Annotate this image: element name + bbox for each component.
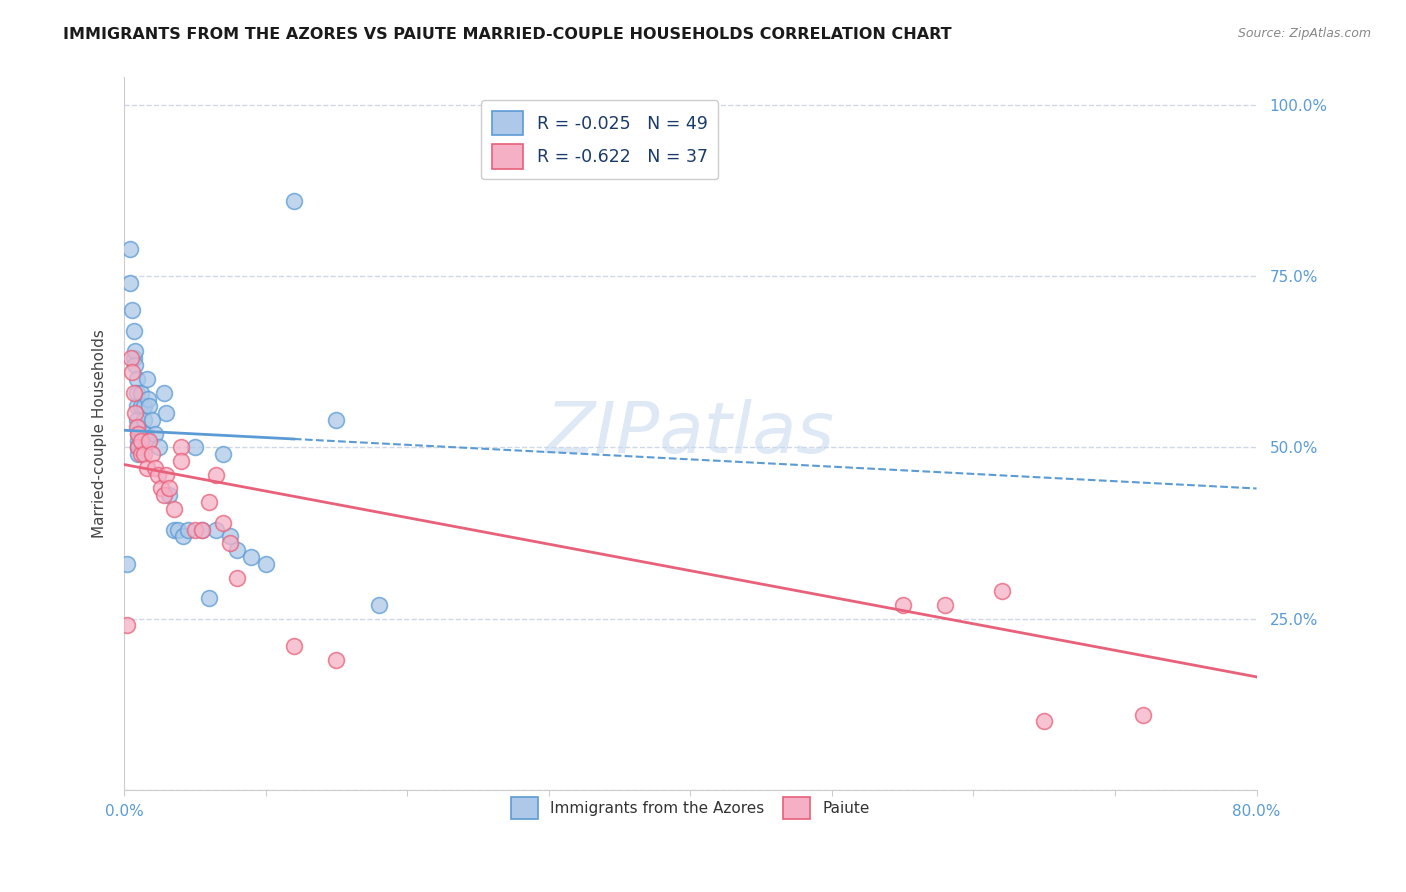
Point xyxy=(212,516,235,530)
Point xyxy=(125,413,148,427)
Point xyxy=(226,543,249,558)
Point xyxy=(152,488,174,502)
Point xyxy=(141,447,163,461)
Point xyxy=(367,598,389,612)
Point xyxy=(132,399,155,413)
Point xyxy=(219,536,242,550)
Point xyxy=(226,570,249,584)
Point xyxy=(132,447,155,461)
Point xyxy=(143,461,166,475)
Point xyxy=(138,399,160,413)
Point xyxy=(157,488,180,502)
Point xyxy=(129,447,152,461)
Point xyxy=(148,441,170,455)
Point xyxy=(122,385,145,400)
Point xyxy=(325,413,347,427)
Point xyxy=(125,420,148,434)
Legend: Immigrants from the Azores, Paiute: Immigrants from the Azores, Paiute xyxy=(505,791,876,825)
Point xyxy=(184,523,207,537)
Point xyxy=(212,447,235,461)
Point xyxy=(129,434,152,448)
Point xyxy=(177,523,200,537)
Point xyxy=(127,434,149,448)
Point xyxy=(125,385,148,400)
Point xyxy=(990,584,1012,599)
Point xyxy=(127,447,149,461)
Point xyxy=(191,523,214,537)
Point xyxy=(172,529,194,543)
Point xyxy=(115,618,138,632)
Point xyxy=(166,523,188,537)
Point xyxy=(135,372,157,386)
Point xyxy=(283,639,305,653)
Point xyxy=(152,385,174,400)
Point xyxy=(191,523,214,537)
Y-axis label: Married-couple Households: Married-couple Households xyxy=(93,329,107,538)
Point xyxy=(124,358,146,372)
Point xyxy=(125,399,148,413)
Point xyxy=(1033,714,1056,729)
Point xyxy=(124,406,146,420)
Point xyxy=(127,420,149,434)
Point xyxy=(162,523,184,537)
Text: Source: ZipAtlas.com: Source: ZipAtlas.com xyxy=(1237,27,1371,40)
Point xyxy=(219,529,242,543)
Point xyxy=(132,413,155,427)
Point xyxy=(149,482,172,496)
Point xyxy=(134,426,156,441)
Point xyxy=(135,434,157,448)
Point xyxy=(325,653,347,667)
Point xyxy=(138,434,160,448)
Point xyxy=(143,426,166,441)
Text: ZIPatlas: ZIPatlas xyxy=(546,400,835,468)
Point xyxy=(136,392,159,407)
Point xyxy=(118,276,141,290)
Point xyxy=(157,482,180,496)
Point xyxy=(135,461,157,475)
Point xyxy=(184,441,207,455)
Point xyxy=(240,549,263,564)
Point xyxy=(198,495,221,509)
Point xyxy=(129,399,152,413)
Point xyxy=(891,598,914,612)
Point xyxy=(120,351,142,366)
Point xyxy=(155,406,177,420)
Point xyxy=(127,426,149,441)
Point xyxy=(125,372,148,386)
Point xyxy=(124,344,146,359)
Point xyxy=(121,365,143,379)
Point xyxy=(146,467,169,482)
Point xyxy=(205,523,228,537)
Point xyxy=(122,351,145,366)
Point xyxy=(1132,707,1154,722)
Point xyxy=(934,598,956,612)
Point xyxy=(162,502,184,516)
Point xyxy=(122,324,145,338)
Point xyxy=(127,441,149,455)
Point xyxy=(254,557,277,571)
Point xyxy=(121,303,143,318)
Point xyxy=(118,242,141,256)
Point xyxy=(169,454,191,468)
Point xyxy=(129,385,152,400)
Point xyxy=(283,194,305,208)
Point xyxy=(127,426,149,441)
Point xyxy=(198,591,221,606)
Point xyxy=(115,557,138,571)
Point xyxy=(155,467,177,482)
Point xyxy=(127,441,149,455)
Point xyxy=(205,467,228,482)
Point xyxy=(141,413,163,427)
Point xyxy=(127,441,149,455)
Text: IMMIGRANTS FROM THE AZORES VS PAIUTE MARRIED-COUPLE HOUSEHOLDS CORRELATION CHART: IMMIGRANTS FROM THE AZORES VS PAIUTE MAR… xyxy=(63,27,952,42)
Point xyxy=(169,441,191,455)
